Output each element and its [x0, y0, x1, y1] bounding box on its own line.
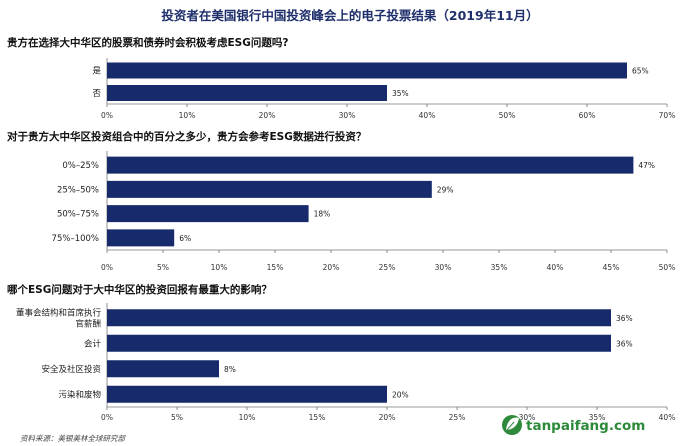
chart-3-question: 哪个ESG问题对于大中华区的投资回报有最重大的影响？: [7, 283, 272, 296]
chart-2-question: 对于贵方大中华区投资组合中的百分之多少，贵方会参考ESG数据进行投资？: [7, 130, 366, 143]
figure-title: 投资者在美国银行中国投资峰会上的电子投票结果（2019年11月）: [161, 8, 538, 23]
category-label: 25%–50%: [57, 185, 99, 195]
x-tick-label: 20%: [259, 111, 276, 120]
x-tick-label: 50%: [499, 111, 516, 120]
x-tick-label: 30%: [435, 263, 452, 272]
x-tick-label: 40%: [547, 263, 564, 272]
bar: [107, 85, 387, 101]
bar-value-label: 65%: [632, 67, 649, 76]
x-tick-label: 10%: [179, 111, 196, 120]
x-tick-label: 45%: [603, 263, 620, 272]
bar: [107, 334, 611, 352]
category-label: 董事会结构和首席执行: [16, 307, 102, 318]
x-tick-label: 30%: [339, 111, 356, 120]
bar: [107, 309, 611, 327]
bar-value-label: 8%: [224, 365, 236, 374]
x-tick-label: 20%: [379, 413, 396, 422]
x-tick-label: 0%: [101, 263, 113, 272]
bar-value-label: 20%: [392, 390, 409, 399]
bar: [107, 229, 175, 247]
x-tick-label: 5%: [157, 263, 169, 272]
category-label: 0%–25%: [62, 161, 99, 171]
category-label: 75%–100%: [52, 234, 99, 244]
bar-value-label: 35%: [392, 89, 409, 98]
category-label: 会计: [84, 338, 102, 349]
x-tick-label: 60%: [579, 111, 596, 120]
x-tick-label: 40%: [419, 111, 436, 120]
x-tick-label: 10%: [239, 413, 256, 422]
x-tick-label: 25%: [449, 413, 466, 422]
x-tick-label: 20%: [323, 263, 340, 272]
bar-value-label: 47%: [638, 161, 655, 170]
x-tick-label: 0%: [101, 413, 113, 422]
charts-group: 贵方在选择大中华区的股票和债券时会积极考虑ESG问题吗? 0% 10% 20% 30% 4…: [7, 36, 675, 422]
source-note: 资料来源：美银美林全球研究部: [20, 434, 126, 443]
x-tick-label: 15%: [267, 263, 284, 272]
x-tick-label: 10%: [211, 263, 228, 272]
bar-value-label: 29%: [437, 185, 454, 194]
bar: [107, 205, 309, 223]
category-label: 安全及社区投资: [41, 364, 101, 375]
x-tick-label: 5%: [171, 413, 183, 422]
bar: [107, 62, 627, 79]
bar: [107, 180, 432, 198]
chart-3: 哪个ESG问题对于大中华区的投资回报有最重大的影响？ 0% 5% 10% 15% 20% 2…: [7, 283, 675, 422]
x-tick-label: 70%: [659, 111, 676, 120]
category-label: 否: [92, 89, 101, 99]
category-label: 是: [92, 67, 101, 77]
bar: [107, 385, 387, 403]
bar-value-label: 18%: [314, 210, 331, 219]
bar-value-label: 6%: [179, 234, 191, 243]
bar-value-label: 36%: [616, 339, 633, 348]
x-tick-label: 30%: [519, 413, 536, 422]
x-tick-label: 35%: [589, 413, 606, 422]
watermark: tanpaifang.com: [502, 415, 645, 435]
bar: [107, 156, 634, 174]
x-tick-label: 35%: [491, 263, 508, 272]
x-tick-label: 0%: [101, 111, 113, 120]
x-tick-label: 25%: [379, 263, 396, 272]
x-tick-label: 40%: [659, 413, 676, 422]
leaf-logo-icon: [502, 415, 522, 435]
chart-2: 对于贵方大中华区投资组合中的百分之多少，贵方会参考ESG数据进行投资？ 0% 5% 1…: [7, 130, 675, 272]
category-label: 官薪酬: [75, 318, 101, 329]
category-label: 50%–75%: [57, 210, 99, 220]
x-tick-label: 15%: [309, 413, 326, 422]
bar-value-label: 36%: [616, 314, 633, 323]
bar: [107, 360, 219, 378]
chart-1: 贵方在选择大中华区的股票和债券时会积极考虑ESG问题吗? 0% 10% 20% 30% 4…: [7, 36, 675, 120]
category-label: 污染和废物: [58, 389, 101, 400]
chart-1-question: 贵方在选择大中华区的股票和债券时会积极考虑ESG问题吗?: [7, 36, 288, 49]
x-tick-label: 50%: [659, 263, 676, 272]
watermark-text: tanpaifang.com: [526, 418, 645, 434]
